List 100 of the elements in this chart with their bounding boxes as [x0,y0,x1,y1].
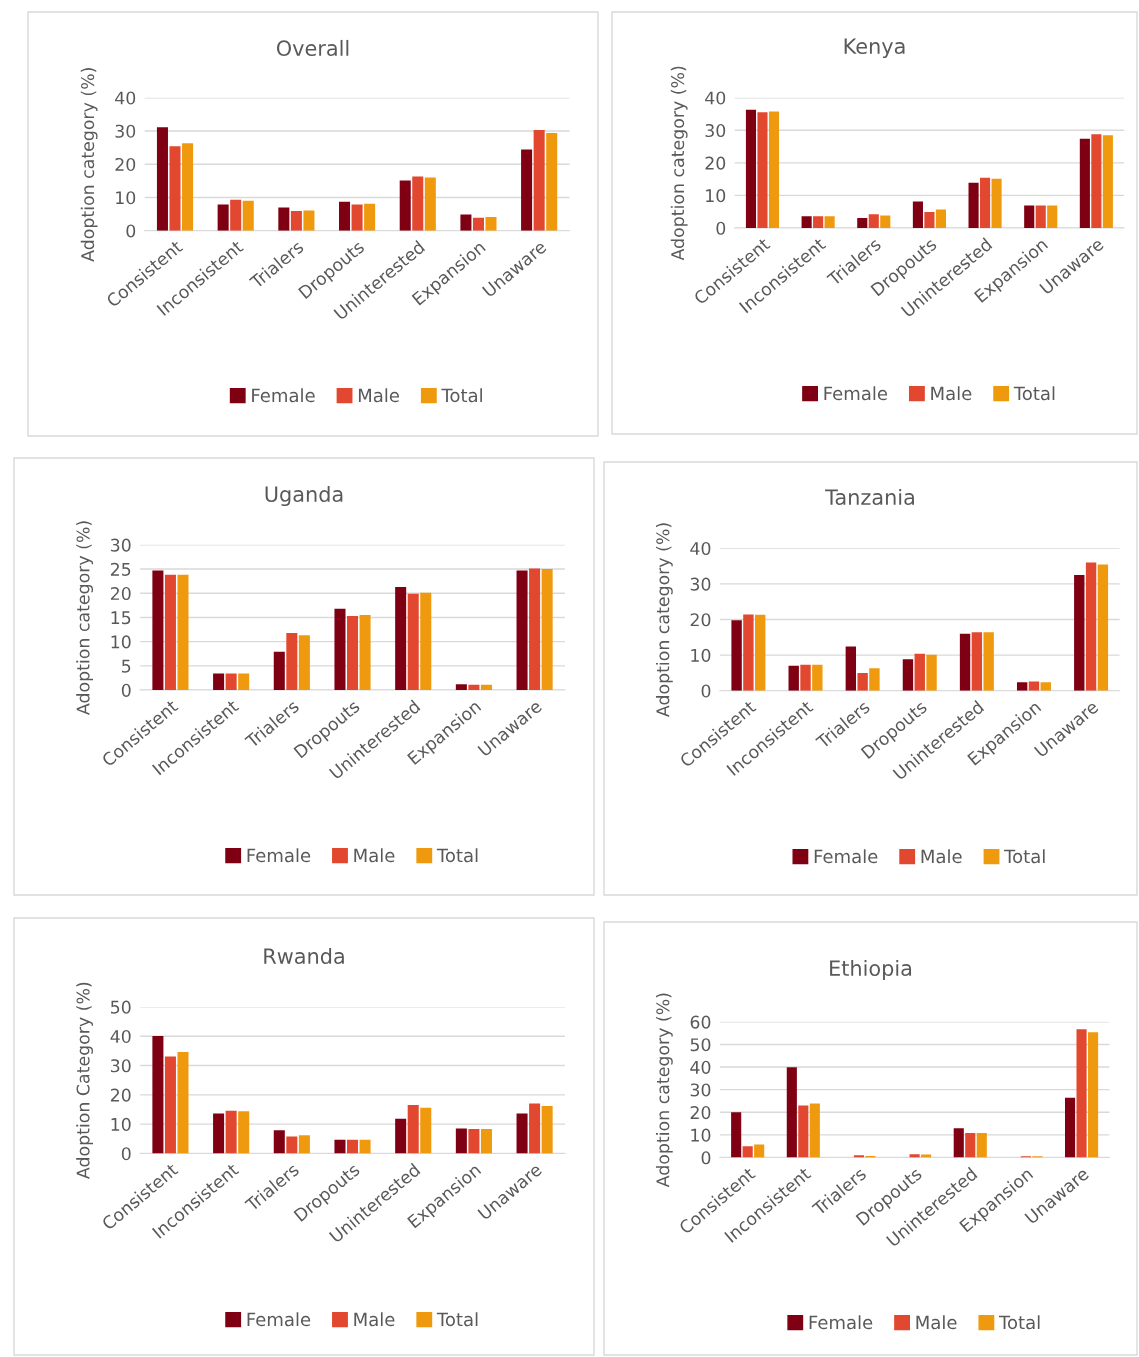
y-tick-label: 5 [122,659,131,673]
legend-label: Female [824,386,888,401]
legend-label: Female [252,388,315,403]
bar [1091,134,1102,228]
bar [213,673,225,691]
bar [290,211,302,231]
bar [529,568,541,691]
bar [953,1128,964,1158]
bar [788,665,799,691]
y-tick-label: 40 [690,1060,711,1074]
bar [420,1107,432,1154]
bar [533,129,545,231]
bar [347,1139,359,1154]
bar [339,201,351,231]
bar [407,1105,419,1154]
y-tick-label: 30 [115,124,136,138]
y-tick-label: 25 [110,562,131,576]
bar [546,132,558,231]
bar [334,608,346,691]
legend-label: Female [247,1312,311,1327]
bar [529,1103,541,1154]
y-tick-label: 0 [701,1151,711,1165]
bar [1040,682,1051,691]
y-axis-title: Adoption category (%) [655,993,673,1188]
y-axis-title: Adoption category (%) [655,523,673,717]
bar [399,180,411,231]
bar [912,201,923,228]
bar [926,654,937,691]
bar [273,1130,285,1154]
y-tick-label: 20 [705,156,726,170]
y-tick-label: 10 [691,648,711,662]
y-axis-title: Adoption category (%) [80,68,98,262]
y-tick-label: 15 [111,611,131,625]
bar [868,214,879,228]
bar [286,1136,298,1154]
bar [225,1110,237,1154]
bar [156,127,168,231]
bar [480,684,492,691]
chart-title: Kenya [844,38,905,59]
legend-label: Total [436,848,478,863]
bar [924,212,935,228]
bar [480,1129,492,1154]
y-tick-label: 20 [110,1088,131,1102]
bar [420,592,432,691]
y-tick-label: 30 [705,123,726,138]
bar [516,570,528,691]
bar [364,203,376,231]
bar [169,146,181,231]
bar [991,178,1002,228]
legend-label: Total [1004,849,1045,864]
y-axis-title: Adoption category (%) [670,66,688,261]
bar [152,1035,164,1154]
bar [965,1133,976,1158]
y-tick-label: 10 [691,1128,711,1142]
bar [1102,135,1113,228]
bar [424,177,436,231]
legend-label: Total [998,1315,1040,1330]
bar [798,1105,809,1158]
legend-label: Female [247,848,311,863]
bar [1065,1097,1076,1158]
bar [869,668,880,691]
bar [460,214,472,231]
bar [801,216,812,228]
y-tick-label: 0 [126,224,136,238]
y-tick-label: 0 [121,1147,131,1161]
bar [786,1067,797,1158]
bar [1035,205,1046,228]
bar [516,1113,528,1154]
y-tick-label: 40 [690,541,711,556]
bar [800,664,811,691]
y-tick-label: 20 [690,1106,711,1120]
bar [407,593,419,691]
bar [743,614,754,691]
legend-label: Total [436,1312,478,1327]
bar [1088,1032,1099,1158]
bar [1028,681,1040,691]
bar [754,1144,765,1158]
legend-label: Male [931,386,972,401]
y-tick-label: 10 [111,1117,131,1131]
legend-label: Male [354,848,395,863]
y-axis-title: Adoption Category (%) [76,982,93,1179]
bar [976,1133,987,1158]
bar [1079,138,1090,228]
y-tick-label: 0 [716,221,726,235]
chart-title: Uganda [265,485,343,507]
y-tick-label: 20 [690,613,711,627]
bar [230,199,242,231]
bar [813,216,824,228]
legend-label: Female [814,849,878,864]
y-tick-label: 50 [690,1038,711,1052]
bar [880,215,891,228]
bar [455,684,467,691]
bar [412,176,424,231]
y-tick-label: 0 [121,683,131,697]
legend-label: Male [921,849,962,864]
bar [359,615,371,691]
bar [238,1111,250,1154]
bar [824,216,835,228]
bar [298,1135,310,1154]
y-tick-label: 10 [111,635,131,649]
